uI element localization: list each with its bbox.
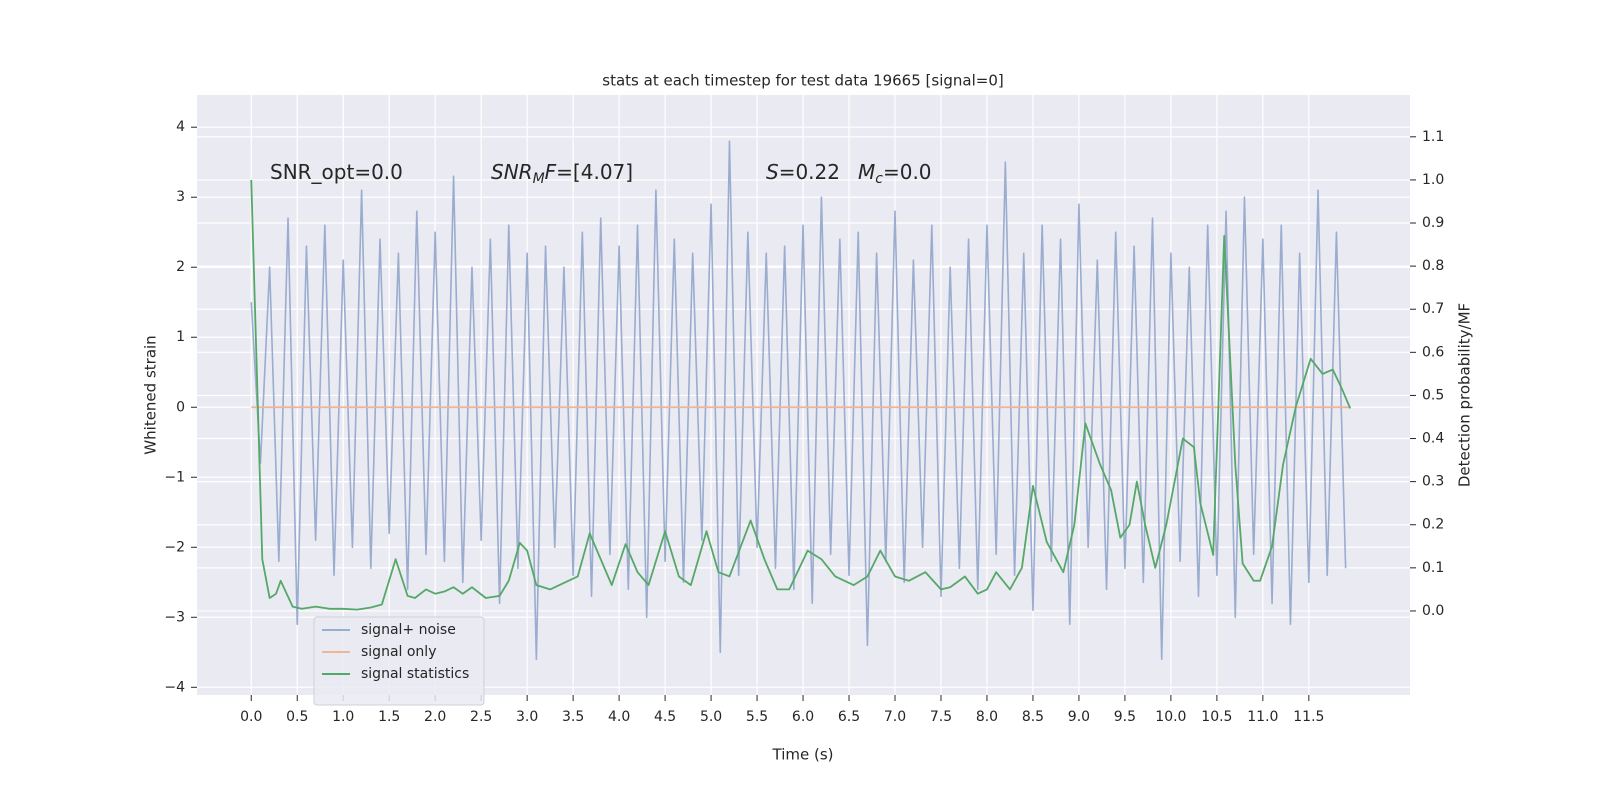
annotation-part: c <box>875 171 883 187</box>
x-tick-label: 4.0 <box>608 709 630 725</box>
grid <box>197 95 1410 695</box>
annotation-part: SNR_opt=0.0 <box>270 160 403 184</box>
annotation-part: =0.22 <box>779 160 840 184</box>
y2-tick-label: 0.9 <box>1422 215 1444 231</box>
x-tick-label: 6.5 <box>838 709 860 725</box>
x-tick-label: 2.5 <box>470 709 492 725</box>
y-tick-label: −4 <box>164 679 185 695</box>
x-tick-label: 8.5 <box>1022 709 1044 725</box>
annotation: SNR_opt=0.0 <box>270 160 403 184</box>
y2-tick-label: 0.1 <box>1422 560 1444 576</box>
x-tick-label: 5.0 <box>700 709 722 725</box>
x-tick-label: 1.5 <box>378 709 400 725</box>
y-tick-label: −1 <box>164 469 185 485</box>
x-tick-label: 10.5 <box>1201 709 1232 725</box>
chart-title: stats at each timestep for test data 196… <box>602 72 1003 90</box>
x-tick-label: 7.5 <box>930 709 952 725</box>
x-tick-label: 8.0 <box>976 709 998 725</box>
annotation: SNRMF=[4.07] <box>491 160 633 188</box>
x-tick-label: 7.0 <box>884 709 906 725</box>
y2-tick-label: 0.3 <box>1422 474 1444 490</box>
legend-label: signal statistics <box>361 666 469 682</box>
y-tick-label: −3 <box>164 609 185 625</box>
y2-tick-label: 0.8 <box>1422 258 1444 274</box>
legend: signal+ noise signal only signal statistic… <box>313 616 485 706</box>
y2-tick-label: 0.2 <box>1422 517 1444 533</box>
x-tick-label: 5.5 <box>746 709 768 725</box>
x-tick-label: 4.5 <box>654 709 676 725</box>
y2-tick-label: 0.0 <box>1422 603 1444 619</box>
annotation: S=0.22 Mc=0.0 <box>766 160 932 188</box>
legend-label: signal+ noise <box>361 622 456 638</box>
annotation-part: M <box>858 160 875 184</box>
annotation-part: M <box>533 171 545 187</box>
y-tick-label: 4 <box>176 119 185 135</box>
x-tick-label: 9.0 <box>1068 709 1090 725</box>
x-tick-label: 9.5 <box>1114 709 1136 725</box>
x-tick-label: 11.5 <box>1293 709 1324 725</box>
y-tick-label: 3 <box>176 189 185 205</box>
x-tick-label: 0.0 <box>240 709 262 725</box>
x-tick-label: 2.0 <box>424 709 446 725</box>
axes: 0.0 0.5 1.0 1.5 2.0 2.5 3.0 3.5 4.0 4.5 5.0 5.5 6.0 6… <box>164 119 1444 725</box>
x-tick-label: 10.0 <box>1155 709 1186 725</box>
legend-label: signal only <box>361 644 436 660</box>
y2-axis-label: Detection probability/MF <box>1456 303 1474 487</box>
annotation-part: =0.0 <box>883 160 932 184</box>
x-axis-label: Time (s) <box>772 746 834 764</box>
annotation-part: SNR <box>491 160 533 184</box>
annotation-part: F <box>545 160 557 184</box>
y-tick-label: 2 <box>176 259 185 275</box>
y2-tick-label: 0.4 <box>1422 431 1444 447</box>
marks <box>250 140 1352 661</box>
y2-tick-label: 0.5 <box>1422 387 1444 403</box>
y-tick-label: 0 <box>176 399 185 415</box>
x-tick-label: 11.0 <box>1247 709 1278 725</box>
y-axis-label: Whitened strain <box>142 335 160 454</box>
series-line <box>250 179 1352 611</box>
y2-tick-label: 0.6 <box>1422 344 1444 360</box>
y2-tick-label: 1.0 <box>1422 172 1444 188</box>
x-tick-label: 3.5 <box>562 709 584 725</box>
x-tick-label: 1.0 <box>332 709 354 725</box>
y2-tick-label: 1.1 <box>1422 129 1444 145</box>
y2-tick-label: 0.7 <box>1422 301 1444 317</box>
legend-box <box>313 616 485 706</box>
y-tick-label: 1 <box>176 329 185 345</box>
x-tick-label: 6.0 <box>792 709 814 725</box>
x-tick-label: 0.5 <box>286 709 308 725</box>
x-tick-label: 3.0 <box>516 709 538 725</box>
annotation-part: =[4.07] <box>556 160 633 184</box>
annotation-part: S <box>766 160 779 184</box>
y-tick-label: −2 <box>164 539 185 555</box>
